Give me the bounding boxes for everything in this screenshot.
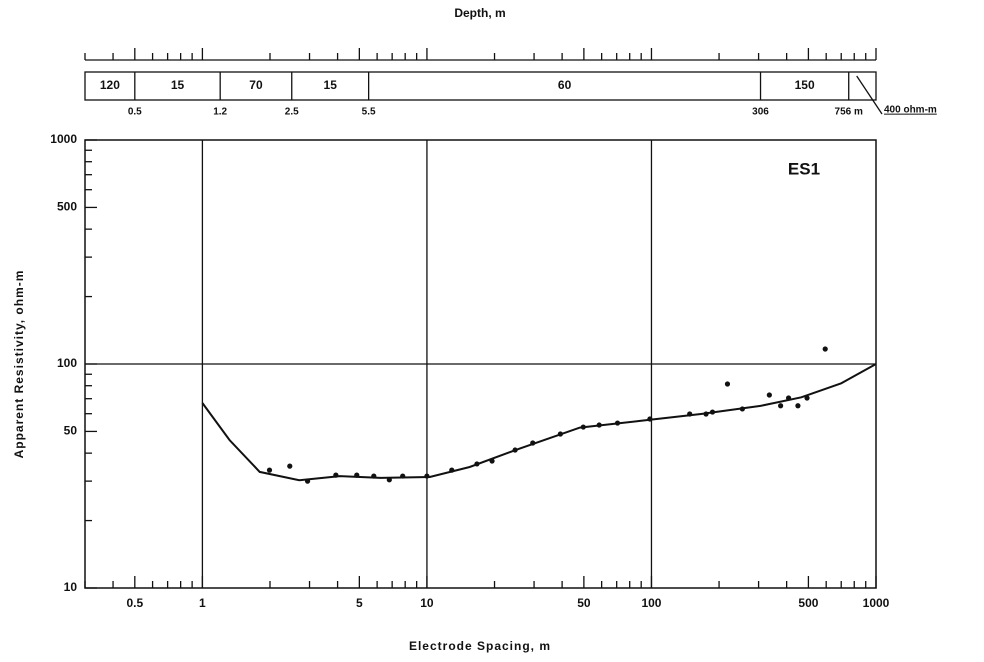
depth-label: 1.2	[213, 107, 227, 118]
data-point	[724, 381, 731, 387]
y-tick-label: 1000	[50, 132, 77, 146]
basement-pointer	[856, 75, 883, 115]
depth-label: 5.5	[362, 107, 376, 118]
layer-resistivity: 150	[795, 78, 815, 92]
depth-label: 0.5	[128, 107, 142, 118]
x-tick-label: 50	[577, 596, 591, 610]
depth-label: 756 m	[835, 107, 863, 118]
x-tick-label: 1000	[863, 596, 890, 610]
data-point	[266, 467, 273, 473]
layer-resistivity: 70	[249, 78, 263, 92]
x-tick-label: 1	[199, 596, 206, 610]
depth-label: 306	[752, 107, 769, 118]
annotation: ES1	[788, 159, 820, 178]
data-point	[822, 346, 828, 352]
y-axis-label: Apparent Resistivity, ohm-m	[12, 270, 26, 459]
basement-label: 400 ohm-m	[884, 105, 937, 116]
layer-resistivity: 120	[100, 78, 120, 92]
x-tick-label: 100	[641, 596, 661, 610]
data-point	[766, 392, 772, 398]
y-tick-label: 10	[64, 580, 78, 594]
x-tick-label: 10	[420, 596, 434, 610]
data-point	[778, 403, 784, 409]
data-point	[287, 463, 293, 469]
x-tick-label: 500	[798, 596, 818, 610]
y-tick-label: 50	[64, 424, 78, 438]
x-tick-label: 0.5	[126, 596, 143, 610]
layer-bar	[84, 71, 877, 101]
x-axis-label: Electrode Spacing, m	[409, 639, 551, 653]
y-tick-label: 100	[57, 356, 77, 370]
data-point	[795, 403, 801, 409]
layer-resistivity: 15	[324, 78, 338, 92]
layer-resistivity: 15	[171, 78, 185, 92]
model-curve	[201, 363, 877, 482]
x-tick-label: 5	[356, 596, 363, 610]
depth-label: 2.5	[285, 107, 299, 118]
layer-resistivity: 60	[558, 78, 572, 92]
chart-title: Depth, m	[454, 6, 505, 20]
y-tick-label: 500	[57, 200, 77, 214]
